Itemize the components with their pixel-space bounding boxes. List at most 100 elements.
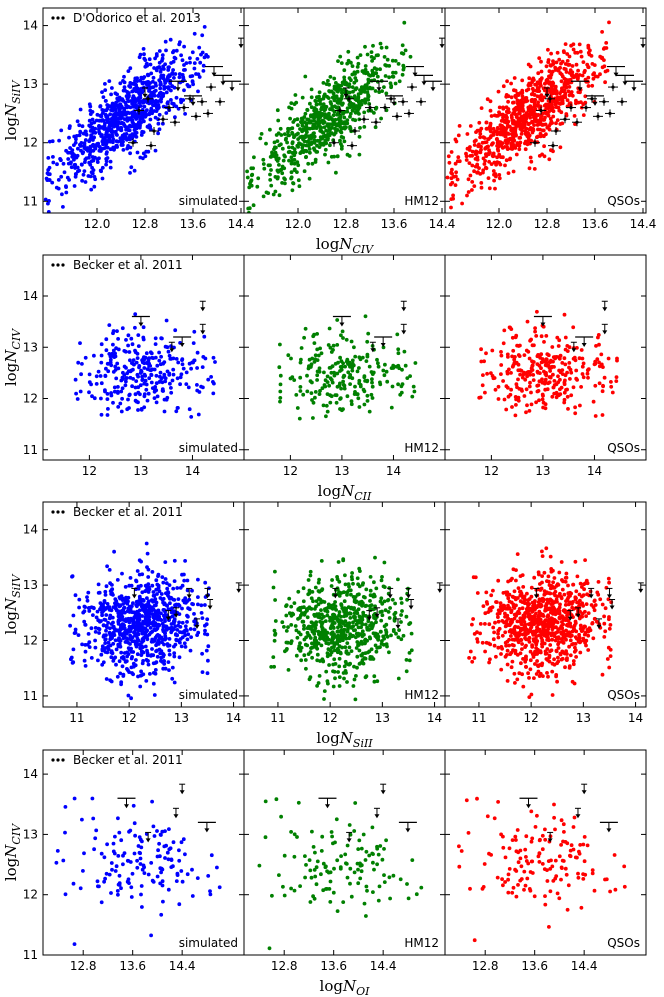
data-point (118, 401, 123, 406)
data-point (116, 611, 121, 616)
data-point (134, 634, 139, 639)
data-point (137, 100, 142, 105)
data-point (600, 389, 605, 394)
data-point (351, 620, 355, 625)
data-point (133, 312, 138, 317)
data-point (300, 117, 305, 122)
data-point (335, 371, 340, 376)
data-point (350, 85, 355, 89)
data-point (166, 85, 171, 89)
data-point (505, 352, 510, 357)
data-point (530, 363, 535, 368)
data-point (305, 373, 309, 378)
data-point (156, 585, 161, 590)
data-point (346, 621, 350, 626)
data-point (143, 632, 148, 637)
data-point (318, 135, 323, 140)
data-point (553, 86, 558, 91)
data-point (127, 647, 132, 652)
data-point (310, 398, 314, 402)
data-point (156, 93, 161, 98)
data-point (129, 656, 134, 661)
data-point (405, 597, 409, 602)
obs-marker (398, 97, 408, 106)
data-point (598, 72, 602, 77)
data-point (301, 599, 306, 604)
data-point (89, 187, 94, 192)
data-point (532, 167, 537, 171)
data-point (87, 118, 92, 123)
data-point (262, 166, 267, 171)
data-point (346, 49, 351, 54)
data-point (509, 95, 514, 100)
x-tick-label: 12.8 (333, 217, 360, 231)
data-point (392, 617, 397, 622)
data-point (141, 659, 146, 663)
data-point (382, 55, 387, 59)
data-point (318, 129, 323, 133)
obs-marker (142, 87, 148, 98)
data-point (261, 157, 266, 162)
data-point (170, 378, 175, 383)
data-point (50, 139, 55, 144)
data-point (351, 581, 355, 586)
data-point (362, 656, 367, 660)
data-point (348, 616, 353, 620)
data-point (354, 646, 359, 650)
data-point (52, 215, 56, 219)
data-point (152, 624, 157, 628)
data-point (577, 356, 582, 361)
x-tick-label: 13 (535, 464, 550, 478)
data-point (101, 623, 106, 628)
data-point (100, 126, 105, 130)
data-point (394, 631, 398, 636)
data-point (563, 95, 568, 100)
data-point (286, 625, 290, 629)
data-point (341, 379, 345, 384)
data-point (499, 363, 504, 367)
data-point (352, 70, 357, 75)
data-point (353, 697, 358, 702)
data-point (470, 180, 475, 184)
data-point (146, 357, 151, 362)
data-point (125, 654, 129, 659)
data-point (503, 138, 508, 143)
data-point (320, 386, 325, 391)
data-point (200, 33, 205, 38)
data-point (516, 377, 520, 382)
data-point (591, 399, 596, 404)
data-point (296, 646, 301, 651)
data-point (107, 605, 112, 609)
data-point (563, 91, 568, 96)
data-point (126, 333, 131, 338)
data-point (501, 341, 506, 346)
data-point (314, 102, 319, 107)
data-point (316, 589, 321, 593)
data-point (539, 366, 543, 371)
data-point (140, 374, 145, 379)
data-point (177, 620, 182, 625)
obs-marker (370, 80, 388, 92)
data-point (384, 91, 389, 96)
data-point (391, 70, 395, 75)
obs-marker (599, 97, 609, 106)
data-point (88, 150, 93, 154)
data-point (546, 353, 551, 358)
data-point (363, 97, 367, 102)
data-point (268, 127, 272, 132)
data-point (151, 653, 156, 658)
data-point (318, 102, 322, 106)
data-point (577, 42, 582, 47)
data-point (496, 397, 501, 401)
data-point (338, 97, 343, 102)
data-point (497, 152, 502, 157)
data-point (563, 347, 568, 352)
data-point (108, 165, 113, 170)
data-point (195, 388, 200, 393)
data-point (152, 103, 157, 108)
data-point (501, 106, 506, 111)
data-point (153, 661, 158, 665)
data-point (309, 105, 314, 110)
data-point (81, 131, 86, 136)
